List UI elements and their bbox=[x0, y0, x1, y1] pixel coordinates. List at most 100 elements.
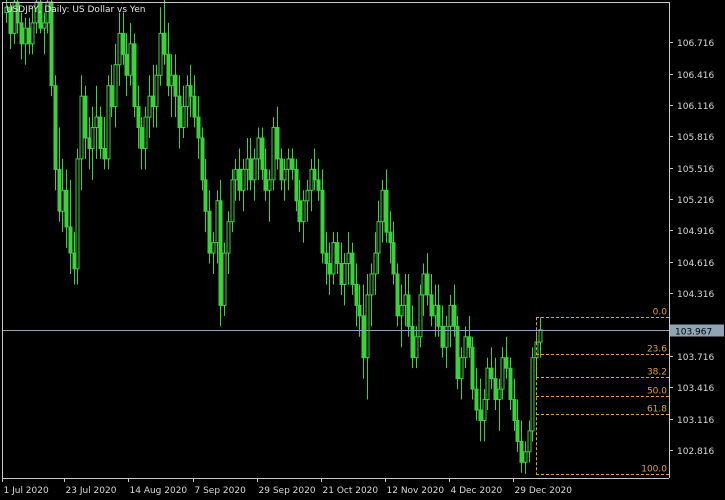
candle bbox=[166, 22, 171, 97]
candle bbox=[376, 200, 381, 274]
candle-body bbox=[282, 168, 287, 181]
candle-body bbox=[79, 95, 84, 160]
candle bbox=[467, 315, 472, 358]
candle bbox=[369, 263, 374, 327]
candle bbox=[399, 284, 404, 348]
x-tick-label: 23 Jul 2020 bbox=[66, 486, 117, 496]
candle-body bbox=[444, 325, 449, 348]
fib-level-label: 50.0 bbox=[647, 387, 667, 397]
candle-body bbox=[248, 158, 253, 181]
candle-body bbox=[357, 304, 362, 317]
y-tick-label: 106.716 bbox=[677, 39, 714, 49]
candle bbox=[60, 158, 65, 233]
candle bbox=[260, 127, 265, 180]
candle-body bbox=[64, 189, 69, 228]
candle-body bbox=[327, 263, 332, 275]
candle-body bbox=[297, 200, 302, 223]
candle-body bbox=[211, 242, 216, 254]
candle bbox=[290, 148, 295, 180]
candle-body bbox=[474, 388, 479, 411]
candle-body bbox=[263, 168, 268, 191]
candle-body bbox=[286, 158, 291, 170]
x-tick-label: 14 Aug 2020 bbox=[130, 486, 188, 496]
candle-body bbox=[463, 336, 468, 359]
candle-body bbox=[53, 85, 58, 170]
candle bbox=[203, 158, 208, 233]
candle bbox=[211, 232, 216, 274]
candle-body bbox=[440, 325, 445, 348]
candle-body bbox=[406, 294, 411, 327]
candle bbox=[410, 305, 415, 369]
candle bbox=[188, 64, 193, 118]
x-tick-label: 7 Sep 2020 bbox=[195, 486, 247, 496]
candle bbox=[436, 284, 441, 337]
candle bbox=[53, 75, 58, 191]
candle-body bbox=[294, 168, 299, 202]
candle-body bbox=[500, 357, 505, 390]
candle bbox=[463, 326, 468, 369]
candle-body bbox=[252, 158, 257, 181]
candle bbox=[162, 0, 167, 65]
candle-body bbox=[512, 399, 517, 421]
candle-body bbox=[275, 127, 280, 160]
candle bbox=[320, 169, 325, 264]
candle bbox=[527, 420, 532, 463]
candle-body bbox=[196, 116, 201, 139]
candle-body bbox=[60, 189, 65, 212]
candle-body bbox=[312, 168, 317, 181]
candle-body bbox=[162, 32, 167, 55]
candle-body bbox=[102, 147, 107, 160]
candle-body bbox=[226, 221, 231, 254]
candle bbox=[237, 148, 242, 201]
current-price-layer: 103.967 bbox=[2, 324, 724, 338]
candle-body bbox=[117, 32, 122, 66]
candle bbox=[117, 12, 122, 86]
candle-body bbox=[113, 64, 118, 108]
candle-body bbox=[94, 116, 99, 129]
y-tick-label: 103.116 bbox=[677, 416, 714, 426]
candle bbox=[388, 211, 393, 264]
candle bbox=[512, 378, 517, 431]
candle-body bbox=[365, 294, 370, 359]
candle bbox=[312, 148, 317, 191]
candle bbox=[121, 12, 126, 65]
y-tick-label: 104.616 bbox=[677, 259, 714, 269]
candle-body bbox=[519, 440, 524, 463]
candle-body bbox=[139, 127, 144, 149]
candle-body bbox=[459, 357, 464, 380]
candle bbox=[327, 242, 332, 295]
candle bbox=[271, 117, 276, 191]
candle-body bbox=[342, 263, 347, 285]
candle bbox=[440, 305, 445, 358]
candle-body bbox=[143, 116, 148, 149]
fib-level-label: 38.2 bbox=[647, 368, 667, 378]
axes-layer bbox=[2, 2, 670, 479]
candle bbox=[301, 190, 306, 243]
candle-body bbox=[335, 242, 340, 265]
candle bbox=[485, 357, 490, 410]
candle-body bbox=[489, 367, 494, 380]
candle-body bbox=[90, 127, 95, 149]
candle-body bbox=[181, 106, 186, 129]
fib-level-label: 100.0 bbox=[641, 465, 667, 475]
candle bbox=[493, 357, 498, 410]
candle bbox=[181, 85, 186, 138]
candle bbox=[147, 75, 152, 138]
candle bbox=[470, 336, 475, 400]
candle bbox=[128, 22, 133, 86]
candle bbox=[331, 232, 336, 285]
candle-body bbox=[388, 231, 393, 244]
x-tick-label: 1 Jul 2020 bbox=[4, 486, 49, 496]
candle bbox=[519, 420, 524, 473]
candle bbox=[23, 17, 28, 65]
candle-body bbox=[421, 273, 426, 296]
candle-body bbox=[218, 200, 223, 306]
candle-body bbox=[504, 357, 509, 369]
candle-body bbox=[237, 168, 242, 191]
candle bbox=[324, 232, 329, 285]
candle-body bbox=[4, 6, 9, 13]
candle-body bbox=[233, 168, 238, 181]
candle bbox=[297, 179, 302, 233]
candle-body bbox=[354, 283, 359, 306]
